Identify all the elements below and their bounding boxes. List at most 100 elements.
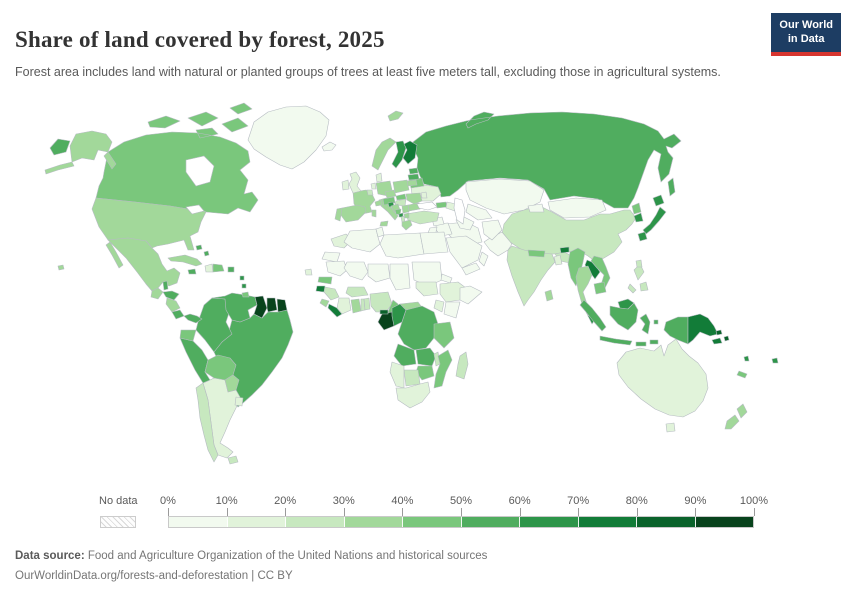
country-nicaragua[interactable]: Nicaragua: 30-40% — [165, 297, 181, 313]
country-drc[interactable]: Democratic Republic of Congo: 50-60% — [397, 305, 439, 351]
owid-logo[interactable]: Our World in Data — [771, 13, 841, 56]
country-honduras[interactable]: Honduras: 50-60% — [162, 290, 180, 301]
legend-bin-30%-40%[interactable] — [344, 517, 403, 527]
country-uk[interactable]: United Kingdom: 10-20% — [348, 171, 362, 194]
country-portugal[interactable]: Portugal: 30-40% — [334, 207, 343, 222]
country-bangladesh[interactable]: Bangladesh: 10-20% — [553, 254, 563, 266]
country-finland[interactable]: Finland: 70-80% — [402, 140, 418, 165]
country-moldova[interactable]: Moldova: 10-20% — [420, 191, 428, 199]
legend-color-bar[interactable] — [168, 516, 754, 528]
country-puerto-rico[interactable]: Puerto Rico: 50-60% — [227, 266, 235, 273]
country-greece[interactable]: Greece: 30-40% — [401, 219, 413, 231]
country-belize[interactable]: Belize: 50-60% — [162, 280, 169, 291]
country-netherlands[interactable]: Netherlands: 10-20% — [370, 182, 377, 190]
country-mozambique[interactable]: Mozambique: 40-50% — [433, 349, 453, 389]
country-south-korea[interactable]: South Korea: 60-70% — [633, 212, 644, 223]
country-south-africa[interactable]: South Africa: 10-20% — [395, 381, 431, 409]
country-guinea-bissau[interactable]: Guinea-Bissau: 70-80% — [315, 285, 326, 293]
country-vanuatu[interactable]: Vanuatu: 60-70% — [743, 355, 750, 362]
country-namibia[interactable]: Namibia: 10-20% — [389, 361, 405, 389]
country-russia[interactable]: Russia: 50-60% — [49, 111, 682, 209]
country-sierra-leone[interactable]: Sierra Leone: 30-40% — [319, 298, 330, 308]
country-panama[interactable]: Panama: 50-60% — [183, 313, 203, 324]
country-haiti[interactable]: Haiti: 10-20% — [204, 263, 214, 273]
country-macedonia[interactable]: North Macedonia: 30-40% — [403, 212, 410, 219]
country-paraguay[interactable]: Paraguay: 30-40% — [224, 374, 240, 393]
country-romania[interactable]: Romania: 30-40% — [405, 192, 423, 205]
country-colombia[interactable]: Colombia: 50-60% — [195, 297, 233, 353]
country-mali[interactable]: Mali: 0-10% — [343, 261, 369, 281]
country-guinea[interactable]: Guinea: 20-30% — [323, 286, 340, 301]
legend-bin-20%-30%[interactable] — [286, 517, 345, 527]
country-latvia[interactable]: Latvia: 50-60% — [407, 173, 420, 181]
country-lesser-antilles[interactable]: Lesser Antilles: 60-70% — [239, 275, 247, 289]
country-tanzania[interactable]: Tanzania: 40-50% — [433, 321, 455, 349]
country-australia[interactable]: Australia: 10-20% — [616, 338, 709, 433]
country-cape-verde[interactable]: Cape Verde: 10-20% — [304, 268, 313, 276]
country-solomon-islands[interactable]: Solomon Islands: 80-90% — [715, 329, 730, 342]
country-switzerland[interactable]: Switzerland: 30-40% — [374, 199, 383, 207]
country-belgium[interactable]: Belgium: 20-30% — [366, 189, 374, 196]
country-poland[interactable]: Poland: 30-40% — [392, 179, 410, 194]
country-senegal[interactable]: Senegal: 40-50% — [317, 276, 333, 285]
country-gabon[interactable]: Gabon: 90-100% — [377, 311, 395, 331]
country-liberia[interactable]: Liberia: 70-80% — [327, 303, 343, 318]
country-french-guiana[interactable]: French Guiana: 90-100% — [276, 298, 288, 313]
country-mongolia[interactable]: Mongolia: 0-10% — [547, 197, 607, 219]
country-georgia[interactable]: Georgia: 40-50% — [435, 201, 448, 209]
country-angola[interactable]: Angola: 50-60% — [393, 343, 417, 367]
country-algeria[interactable]: Algeria: 0-10% — [343, 228, 381, 253]
country-mauritania[interactable]: Mauritania: 0-10% — [325, 260, 348, 277]
country-estonia[interactable]: Estonia: 50-60% — [408, 167, 419, 175]
country-benin[interactable]: Benin: 20-30% — [363, 297, 371, 311]
country-afghanistan[interactable]: Afghanistan: 0-10% — [481, 219, 503, 241]
country-trinidad[interactable]: Trinidad and Tobago: 40-50% — [241, 291, 250, 298]
country-niger[interactable]: Niger: 0-10% — [367, 263, 391, 283]
legend-bin-70%-80%[interactable] — [578, 517, 637, 527]
country-eritrea[interactable]: Eritrea: 0-10% — [440, 273, 453, 284]
legend-bin-50%-60%[interactable] — [461, 517, 520, 527]
country-zambia[interactable]: Zambia: 50-60% — [415, 347, 437, 367]
country-ecuador[interactable]: Ecuador: 40-50% — [179, 329, 197, 342]
country-south-sudan[interactable]: South Sudan: 10-20% — [415, 281, 439, 297]
country-spain[interactable]: Spain: 30-40% — [339, 204, 367, 223]
country-sweden[interactable]: Sweden: 60-70% — [391, 140, 407, 169]
country-yemen[interactable]: Yemen: 0-10% — [461, 262, 481, 276]
country-equatorial-guinea[interactable]: Equatorial Guinea: 80-90% — [379, 309, 389, 315]
license-line[interactable]: OurWorldinData.org/forests-and-deforesta… — [15, 570, 293, 583]
country-dominican-republic[interactable]: Dominican Republic: 40-50% — [212, 263, 225, 273]
country-cambodia[interactable]: Cambodia: 40-50% — [593, 281, 607, 295]
country-saudi-arabia[interactable]: Saudi Arabia: 0-10% — [445, 235, 483, 269]
country-ghana[interactable]: Ghana: 30-40% — [350, 298, 362, 314]
country-iceland[interactable]: Iceland: 0-10% — [321, 141, 337, 152]
legend-bin-60%-70%[interactable] — [520, 517, 579, 527]
country-nepal[interactable]: Nepal: 40-50% — [527, 249, 546, 258]
country-kenya[interactable]: Kenya: 0-10% — [443, 301, 461, 319]
country-usa[interactable]: United States: 30-40% — [44, 130, 207, 271]
country-chile[interactable]: Chile: 20-30% — [195, 382, 239, 465]
country-taiwan[interactable]: Taiwan: 20-30% — [635, 259, 643, 268]
country-somalia[interactable]: Somalia: 0-10% — [459, 285, 483, 305]
country-oman[interactable]: Oman: 0-10% — [478, 251, 489, 267]
country-bhutan[interactable]: Bhutan: 70-80% — [559, 246, 570, 254]
country-guyana[interactable]: Guyana: 90-100% — [253, 295, 268, 319]
country-turkey[interactable]: Turkey: 20-30% — [405, 210, 440, 225]
country-lithuania[interactable]: Lithuania: 30-40% — [406, 179, 418, 187]
country-libya[interactable]: Libya: 0-10% — [379, 232, 425, 259]
country-ivory-coast[interactable]: Cote d'Ivoire: 10-20% — [336, 297, 352, 315]
no-data-swatch[interactable] — [100, 516, 136, 528]
country-kyrgyzstan[interactable]: Kyrgyzstan: 0-10% — [527, 203, 545, 213]
country-guatemala[interactable]: Guatemala: 30-40% — [150, 287, 164, 300]
country-uganda[interactable]: Uganda: 10-20% — [433, 299, 445, 313]
country-japan[interactable]: Japan: 60-70% — [637, 194, 667, 242]
country-costa-rica[interactable]: Costa Rica: 50-60% — [171, 309, 185, 320]
country-north-korea[interactable]: North Korea: 40-50% — [631, 202, 642, 215]
country-peru[interactable]: Peru: 50-60% — [179, 337, 211, 384]
country-cuba[interactable]: Cuba: 30-40% — [167, 254, 203, 267]
country-jamaica[interactable]: Jamaica: 50-60% — [187, 268, 197, 275]
country-botswana[interactable]: Botswana: 20-30% — [403, 369, 421, 387]
country-png[interactable]: Papua New Guinea: 70-80% — [687, 313, 723, 345]
country-sri-lanka[interactable]: Sri Lanka: 30-40% — [544, 289, 554, 302]
country-venezuela[interactable]: Venezuela: 50-60% — [211, 292, 258, 323]
